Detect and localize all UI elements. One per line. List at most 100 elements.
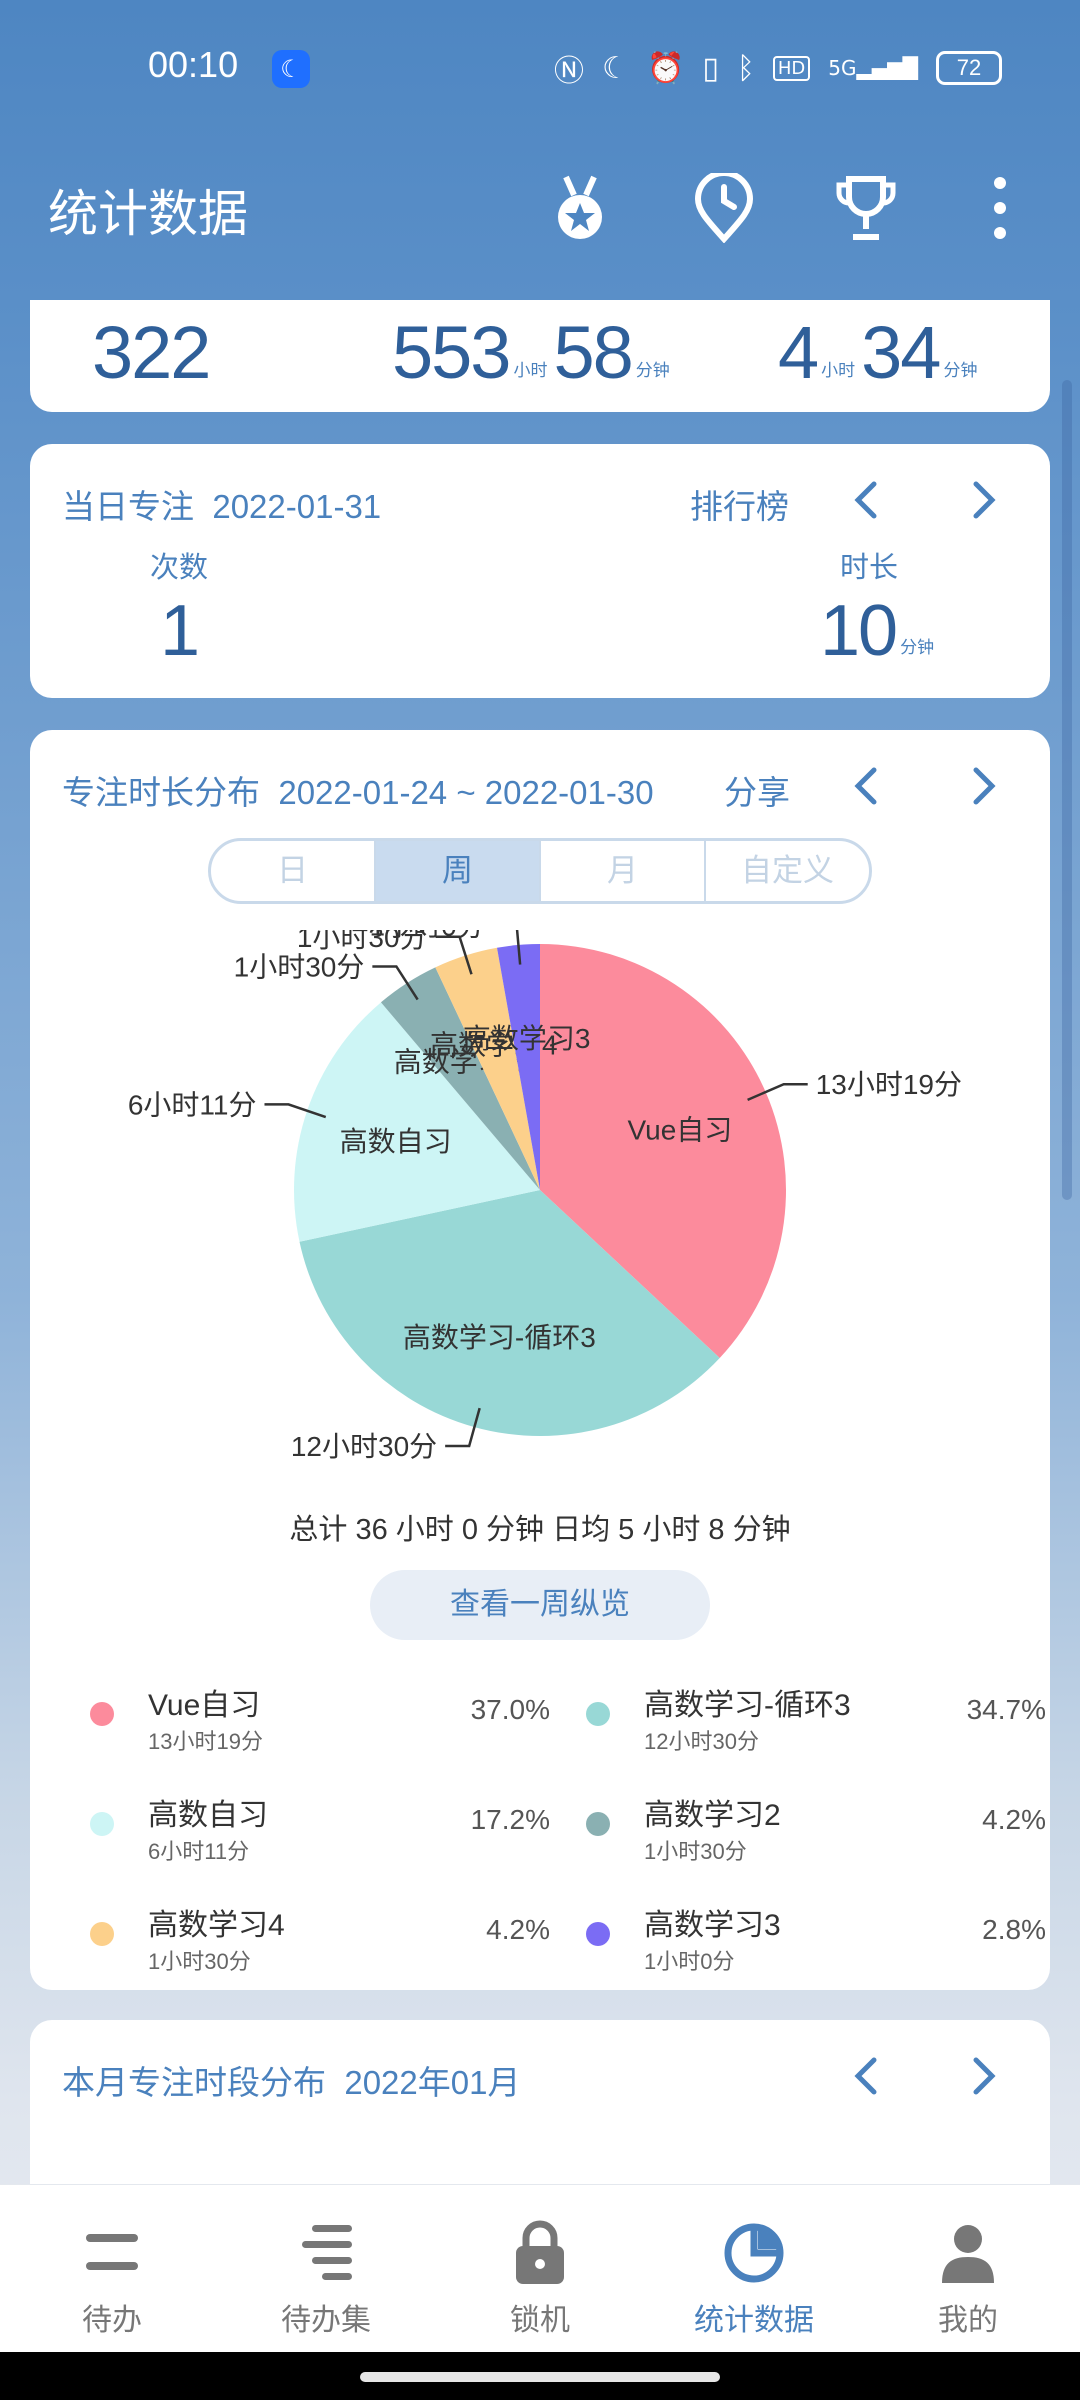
monthly-prev-button[interactable]: [836, 2046, 896, 2106]
pie-leader-line: [445, 1407, 481, 1448]
total-count: 322: [92, 311, 211, 394]
tab-week[interactable]: 周: [376, 841, 541, 901]
share-button[interactable]: 分享: [724, 774, 790, 811]
legend-item[interactable]: 高数学习-循环3 12小时30分 34.7%: [586, 1680, 1046, 1760]
summary-card: 322 553 小时 58 分钟 4 小时 34 分钟: [30, 300, 1050, 412]
total-hours-unit: 小时: [513, 361, 548, 381]
nav-profile-label: 我的: [938, 2304, 998, 2337]
nfc-icon: Ⓝ: [554, 54, 585, 89]
ranking-link[interactable]: 排行榜: [690, 488, 789, 525]
daily-next-button[interactable]: [954, 470, 1014, 530]
scrollbar[interactable]: [1062, 380, 1072, 1200]
location-clock-icon: [694, 173, 754, 243]
tab-day[interactable]: 日: [211, 841, 376, 901]
daily-count: 1: [160, 591, 200, 671]
average-duration: 4 小时 34 分钟: [778, 310, 983, 395]
week-overview-button[interactable]: 查看一周纵览: [370, 1570, 710, 1640]
total-duration: 553 小时 58 分钟: [392, 310, 676, 395]
legend-duration: 1小时0分: [644, 1949, 735, 1974]
pie-slice[interactable]: [496, 944, 540, 1190]
legend-color-dot: [586, 1812, 610, 1836]
legend-item[interactable]: 高数学习3 1小时0分 2.8%: [586, 1900, 1046, 1980]
monthly-next-button[interactable]: [954, 2046, 1014, 2106]
daily-duration-unit: 分钟: [900, 638, 935, 658]
legend-name: 高数自习: [148, 1799, 268, 1832]
pie-slice[interactable]: [380, 967, 540, 1190]
pie-duration-label: 13小时19分: [816, 1069, 962, 1100]
total-minutes: 58: [553, 311, 633, 394]
status-bar: 00:10 ☾ Ⓝ ☾ ⏰ ▯ ᛒ HD 5G▂▄▆█ 72: [0, 0, 1080, 130]
legend-percent: 37.0%: [470, 1694, 550, 1725]
chevron-right-icon: [973, 2057, 996, 2095]
chevron-right-icon: [973, 481, 996, 519]
daily-prev-button[interactable]: [836, 470, 896, 530]
nav-todo-set-label: 待办集: [281, 2304, 371, 2337]
pie-slice[interactable]: [299, 1190, 720, 1436]
duration-label: 时长: [840, 552, 899, 584]
signal-icon: 5G▂▄▆█: [828, 56, 918, 80]
legend-color-dot: [90, 1702, 114, 1726]
distribution-range: 2022-01-24 ~ 2022-01-30: [278, 774, 654, 811]
monthly-title-label: 本月专注时段分布: [62, 2064, 326, 2101]
pie-slice[interactable]: [540, 944, 786, 1358]
app-bar: 统计数据: [0, 150, 1080, 260]
lock-icon: [500, 2213, 580, 2293]
legend-item[interactable]: Vue自习 13小时19分 37.0%: [90, 1680, 550, 1760]
vibrate-icon: ▯: [702, 50, 719, 86]
legend-item[interactable]: 高数自习 6小时11分 17.2%: [90, 1790, 550, 1870]
nav-stats-label: 统计数据: [694, 2304, 814, 2337]
pie-leader-line: [515, 930, 522, 965]
tab-custom[interactable]: 自定义: [741, 853, 834, 888]
network-label: 5G: [828, 56, 857, 80]
pie-slice-label: 高数学习-循环3: [403, 1322, 596, 1353]
legend-item[interactable]: 高数学习4 1小时30分 4.2%: [90, 1900, 550, 1980]
distribution-next-button[interactable]: [954, 756, 1014, 816]
pie-duration-label: 1小时0分: [370, 930, 485, 941]
home-indicator[interactable]: [360, 2372, 720, 2382]
pie-slice[interactable]: [435, 947, 540, 1190]
legend-duration: 1小时30分: [644, 1839, 747, 1864]
nav-todo-set[interactable]: 待办集: [218, 2185, 434, 2355]
avg-minutes: 34: [861, 311, 941, 394]
nav-todo[interactable]: 待办: [4, 2185, 220, 2355]
nav-profile[interactable]: 我的: [860, 2185, 1076, 2355]
battery-icon: 72: [936, 51, 1002, 85]
pie-leader-line: [747, 1082, 808, 1102]
nav-lock-label: 锁机: [510, 2304, 570, 2337]
trophy-icon: [836, 176, 896, 240]
alarm-icon: ⏰: [646, 50, 685, 86]
tab-month[interactable]: 月: [541, 841, 706, 901]
bluetooth-icon: ᛒ: [736, 50, 755, 86]
distribution-title-label: 专注时长分布: [62, 774, 260, 811]
daily-title-label: 当日专注: [62, 488, 194, 525]
nav-stats[interactable]: 统计数据: [646, 2185, 862, 2355]
legend-item[interactable]: 高数学习2 1小时30分 4.2%: [586, 1790, 1046, 1870]
legend-name: Vue自习: [148, 1689, 261, 1722]
legend-color-dot: [586, 1702, 610, 1726]
legend-duration: 13小时19分: [148, 1729, 263, 1754]
nav-lock[interactable]: 锁机: [432, 2185, 648, 2355]
chevron-left-icon: [854, 2057, 877, 2095]
pie-slice[interactable]: [294, 1002, 540, 1242]
legend-duration: 1小时30分: [148, 1949, 251, 1974]
legend-color-dot: [586, 1922, 610, 1946]
total-minutes-unit: 分钟: [635, 361, 670, 381]
legend-color-dot: [90, 1922, 114, 1946]
legend-percent: 2.8%: [982, 1914, 1046, 1945]
location-timer-button[interactable]: [684, 168, 764, 248]
trophy-button[interactable]: [826, 168, 906, 248]
medal-button[interactable]: [540, 168, 620, 248]
legend-duration: 6小时11分: [148, 1839, 250, 1864]
distribution-prev-button[interactable]: [836, 756, 896, 816]
status-time: 00:10: [148, 44, 239, 85]
system-home-bar: [0, 2352, 1080, 2400]
count-label: 次数: [150, 552, 209, 584]
chevron-left-icon: [854, 481, 877, 519]
more-menu-button[interactable]: [960, 168, 1040, 248]
legend-percent: 4.2%: [982, 1804, 1046, 1835]
monthly-title: 本月专注时段分布 2022年01月: [62, 2056, 520, 2104]
daily-duration-value: 10: [820, 591, 898, 671]
pie-duration-label: 12小时30分: [291, 1431, 437, 1462]
legend-duration: 12小时30分: [644, 1729, 759, 1754]
